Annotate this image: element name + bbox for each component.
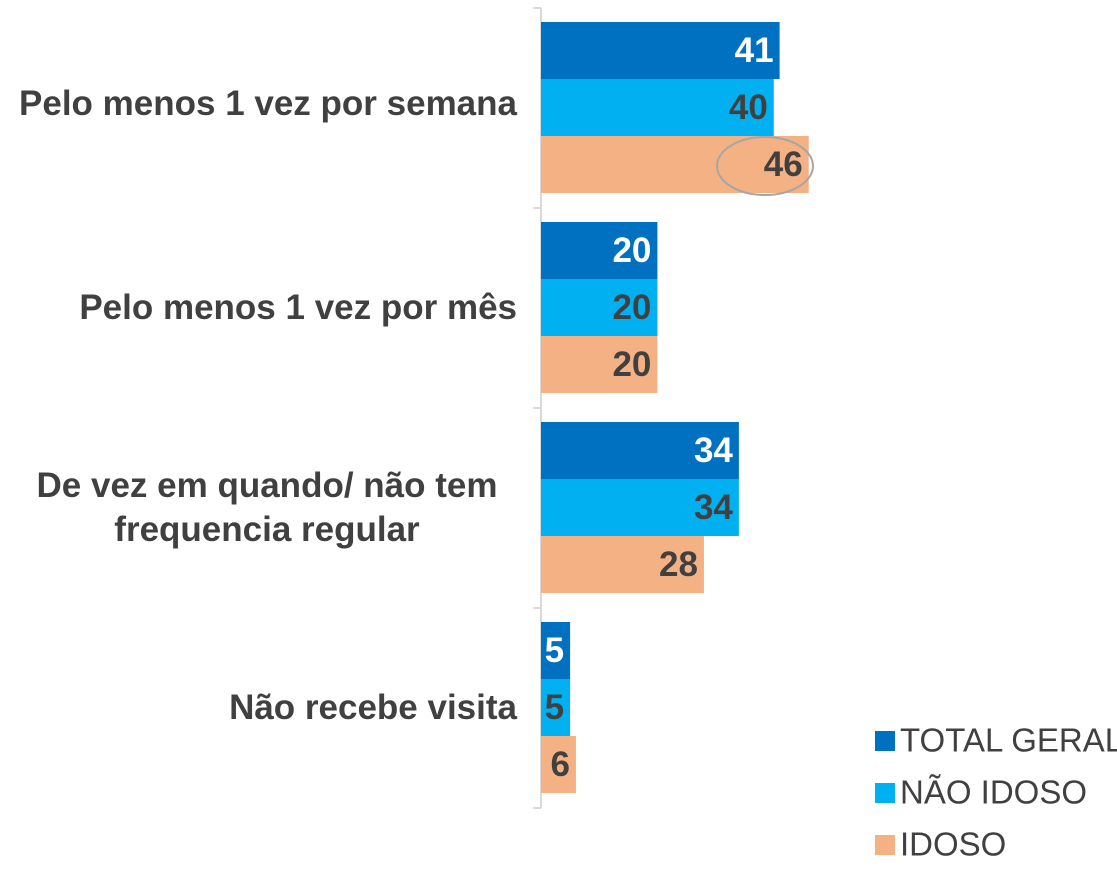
legend-swatch	[875, 783, 895, 803]
bar	[541, 736, 576, 793]
bar	[541, 536, 704, 593]
data-label: 20	[612, 231, 651, 270]
legend-label: NÃO IDOSO	[900, 774, 1087, 811]
bar	[541, 336, 658, 393]
legend-swatch	[875, 835, 895, 855]
data-label: 34	[694, 431, 733, 470]
category-label-box: Não recebe visita	[17, 686, 517, 730]
data-label: 20	[612, 345, 651, 384]
category-label-box: De vez em quando/ não tem frequencia reg…	[17, 464, 517, 552]
data-label: 41	[735, 31, 774, 70]
category-label-box: Pelo menos 1 vez por mês	[17, 286, 517, 330]
data-label: 46	[764, 145, 803, 184]
category-label-box: Pelo menos 1 vez por semana	[17, 82, 517, 126]
data-label: 40	[729, 88, 768, 127]
category-label: Pelo menos 1 vez por mês	[79, 288, 517, 327]
bar	[541, 422, 739, 479]
bar	[541, 279, 658, 336]
data-label: 34	[694, 488, 733, 527]
category-label: De vez em quando/ não tem frequencia reg…	[36, 466, 498, 549]
data-label: 5	[545, 688, 564, 727]
data-label: 20	[612, 288, 651, 327]
legend-swatch	[875, 731, 895, 751]
category-label: Pelo menos 1 vez por semana	[19, 84, 517, 123]
bar	[541, 136, 809, 193]
bar	[541, 222, 658, 279]
legend-label: IDOSO	[900, 826, 1006, 863]
legend-label: TOTAL GERAL	[900, 722, 1117, 759]
category-label: Não recebe visita	[229, 688, 517, 727]
highlight-ellipse	[716, 136, 814, 196]
data-label: 6	[550, 745, 569, 784]
bar	[541, 79, 774, 136]
data-label: 5	[545, 631, 564, 670]
bar	[541, 22, 780, 79]
bar	[541, 479, 739, 536]
bar	[541, 679, 571, 736]
bar	[541, 622, 571, 679]
data-label: 28	[659, 545, 698, 584]
